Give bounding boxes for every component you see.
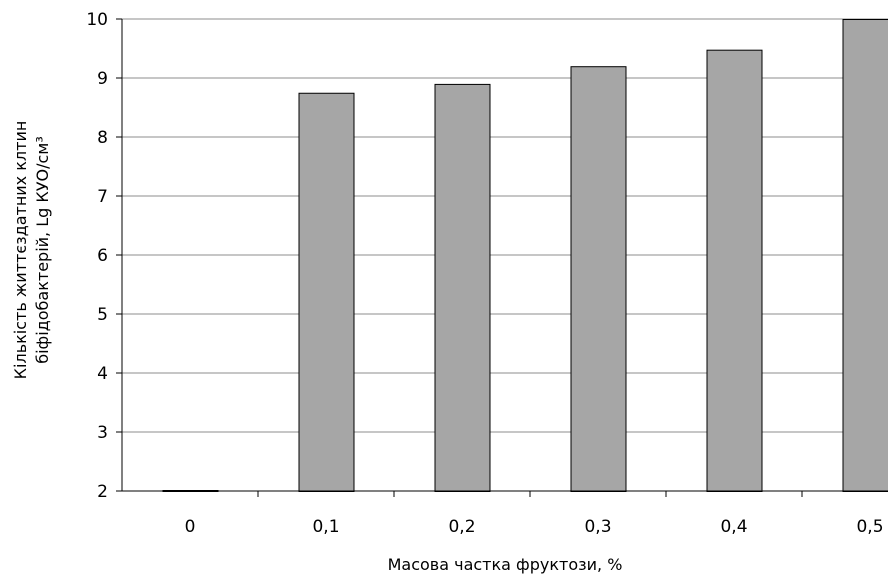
y-tick-labels: 2 3 4 5 6 7 8 9 10 — [86, 10, 108, 502]
bar — [570, 66, 627, 492]
y-tick-label: 8 — [97, 128, 108, 148]
y-tick-label: 9 — [97, 69, 108, 89]
x-tick-label: 0,5 — [856, 517, 883, 537]
axes — [116, 18, 888, 497]
bar — [842, 19, 888, 492]
bar — [298, 92, 355, 492]
y-tick-label: 5 — [97, 305, 108, 325]
x-tick-label: 0,3 — [584, 517, 611, 537]
y-tick-label: 2 — [97, 482, 108, 502]
y-axis-title-line1: Кількість життєздатних клтин — [11, 121, 30, 380]
bars — [162, 19, 888, 493]
x-tick-labels: 0 0,1 0,2 0,3 0,4 0,5 — [185, 517, 884, 537]
x-tick-label: 0,1 — [312, 517, 339, 537]
y-tick-label: 4 — [97, 364, 108, 384]
y-tick-label: 7 — [97, 187, 108, 207]
y-tick-label: 3 — [97, 423, 108, 443]
x-tick-label: 0,2 — [448, 517, 475, 537]
x-tick-label: 0,4 — [720, 517, 747, 537]
gridlines — [122, 18, 888, 433]
bar — [706, 49, 763, 493]
bar — [434, 83, 491, 493]
y-tick-label: 6 — [97, 246, 108, 266]
y-axis-title-line2: біфідобактерій, Lg КУО/см³ — [33, 136, 52, 364]
y-tick-label: 10 — [86, 10, 108, 30]
y-axis-title: Кількість життєздатних клтин біфідобакте… — [11, 121, 52, 380]
x-axis-title: Масова частка фруктози, % — [388, 555, 623, 574]
x-tick-label: 0 — [185, 517, 196, 537]
